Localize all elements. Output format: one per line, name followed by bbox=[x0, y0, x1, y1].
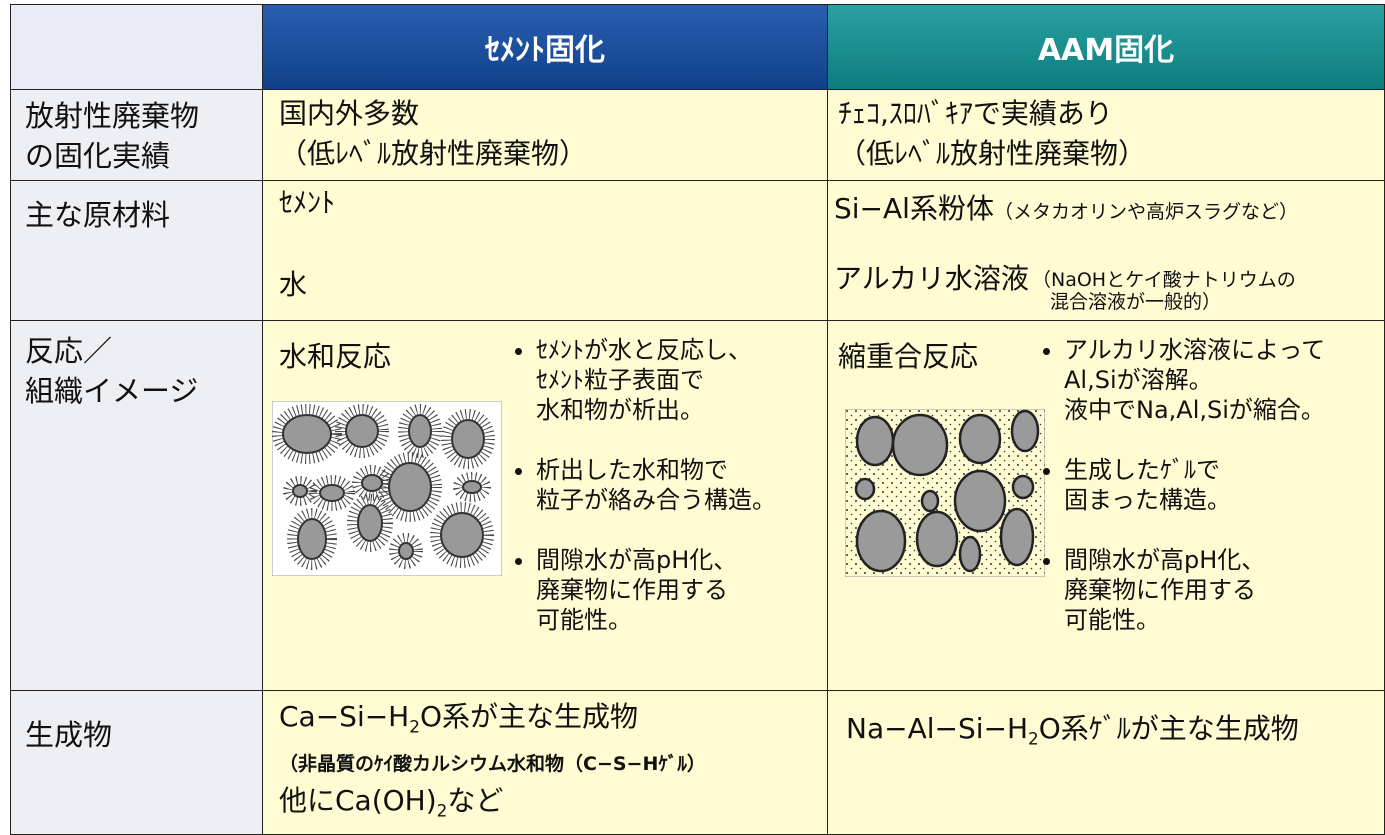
text-line: Si−Al系粉体（メタカオリンや高炉スラグなど） bbox=[834, 189, 1298, 229]
text: 廃棄物に作用する bbox=[536, 576, 728, 604]
text-line: Na−Al−Si−H2O系ｹﾞﾙが主な生成物 bbox=[846, 709, 1299, 759]
text: 生成したｹﾞﾙで bbox=[1064, 456, 1220, 484]
text: 縮重合反応 bbox=[838, 340, 979, 373]
row-label: 反応／ 組織イメージ bbox=[10, 320, 263, 691]
note: （非晶質のｹｲ酸カルシウム水和物（C−S−Hｹﾞﾙ） bbox=[279, 753, 706, 775]
text: 可能性。 bbox=[536, 606, 632, 634]
text: Na−Al−Si−H bbox=[846, 712, 1029, 745]
aam-structure-image bbox=[845, 409, 1045, 577]
text: 水和物が析出。 bbox=[536, 396, 704, 424]
text: （低ﾚﾍﾞﾙ放射性廃棄物） bbox=[279, 137, 588, 170]
subscript: 2 bbox=[409, 716, 420, 737]
text: ｾﾒﾝﾄが水と反応し、 bbox=[536, 336, 752, 364]
text: 国内外多数 bbox=[279, 97, 420, 130]
note: （NaOHとケイ酸ナトリウムの bbox=[1032, 269, 1296, 291]
cell: ﾁｪｺ,ｽﾛﾊﾞｷｱで実績あり （低ﾚﾍﾞﾙ放射性廃棄物） bbox=[827, 89, 1385, 181]
text: ﾁｪｺ,ｽﾛﾊﾞｷｱで実績あり bbox=[838, 97, 1113, 130]
cell: 国内外多数 （低ﾚﾍﾞﾙ放射性廃棄物） bbox=[262, 89, 828, 181]
note: （メタカオリンや高炉スラグなど） bbox=[993, 201, 1298, 223]
corner-cell bbox=[10, 4, 263, 90]
text: Al,Siが溶解。 bbox=[1064, 366, 1213, 394]
text: 主な原材料 bbox=[25, 198, 171, 232]
text: など bbox=[447, 784, 504, 817]
text: ｾﾒﾝﾄ bbox=[279, 186, 336, 219]
text: ｾﾒﾝﾄ粒子表面で bbox=[536, 366, 704, 394]
text: 間隙水が高pH化、 bbox=[1064, 546, 1266, 574]
subscript: 2 bbox=[1028, 728, 1039, 749]
text: 放射性廃棄物 bbox=[25, 99, 200, 133]
cell: 縮重合反応 アルカリ水溶液によってAl,Siが溶解。液中でNa,Al,Siが縮合… bbox=[827, 320, 1385, 691]
header-cement: ｾﾒﾝﾄ固化 bbox=[262, 4, 828, 90]
text: アルカリ水溶液 bbox=[834, 262, 1029, 295]
text: Si−Al系粉体 bbox=[834, 192, 994, 225]
text-line: 他にCa(OH)2など bbox=[279, 781, 503, 831]
text: 他にCa(OH) bbox=[279, 784, 437, 817]
text: 反応／ bbox=[25, 334, 113, 368]
text: 析出した水和物で bbox=[536, 456, 728, 484]
row-label: 生成物 bbox=[10, 690, 263, 835]
text: の固化実績 bbox=[25, 139, 171, 173]
text: 水和反応 bbox=[279, 340, 392, 373]
subscript: 2 bbox=[436, 800, 448, 821]
text: 生成物 bbox=[25, 718, 113, 752]
text: 組織イメージ bbox=[25, 374, 199, 408]
text: 可能性。 bbox=[1064, 606, 1160, 634]
text: 間隙水が高pH化、 bbox=[536, 546, 738, 574]
note: 混合溶液が一般的） bbox=[1050, 291, 1222, 313]
text: 固まった構造。 bbox=[1064, 486, 1232, 514]
text: 液中でNa,Al,Siが縮合。 bbox=[1064, 396, 1325, 424]
cell: Na−Al−Si−H2O系ｹﾞﾙが主な生成物 bbox=[827, 690, 1385, 835]
text: 廃棄物に作用する bbox=[1064, 576, 1256, 604]
text: Ca−Si−H bbox=[279, 700, 410, 733]
text: O系が主な生成物 bbox=[419, 700, 638, 733]
text: 水 bbox=[279, 268, 308, 301]
cell: ｾﾒﾝﾄ 水 bbox=[262, 180, 828, 321]
cell: Si−Al系粉体（メタカオリンや高炉スラグなど） アルカリ水溶液 （NaOHとケ… bbox=[827, 180, 1385, 321]
text: アルカリ水溶液によって bbox=[1064, 336, 1326, 364]
cement-structure-image bbox=[272, 401, 502, 576]
row-label: 主な原材料 bbox=[10, 180, 263, 321]
cell: Ca−Si−H2O系が主な生成物 （非晶質のｹｲ酸カルシウム水和物（C−S−Hｹ… bbox=[262, 690, 828, 835]
text: O系ｹﾞﾙが主な生成物 bbox=[1038, 712, 1299, 745]
text-line: Ca−Si−H2O系が主な生成物 bbox=[279, 697, 638, 747]
header-aam: AAM固化 bbox=[827, 4, 1385, 90]
text: （低ﾚﾍﾞﾙ放射性廃棄物） bbox=[838, 137, 1147, 170]
text: 粒子が絡み合う構造。 bbox=[536, 486, 776, 514]
row-label: 放射性廃棄物 の固化実績 bbox=[10, 89, 263, 181]
